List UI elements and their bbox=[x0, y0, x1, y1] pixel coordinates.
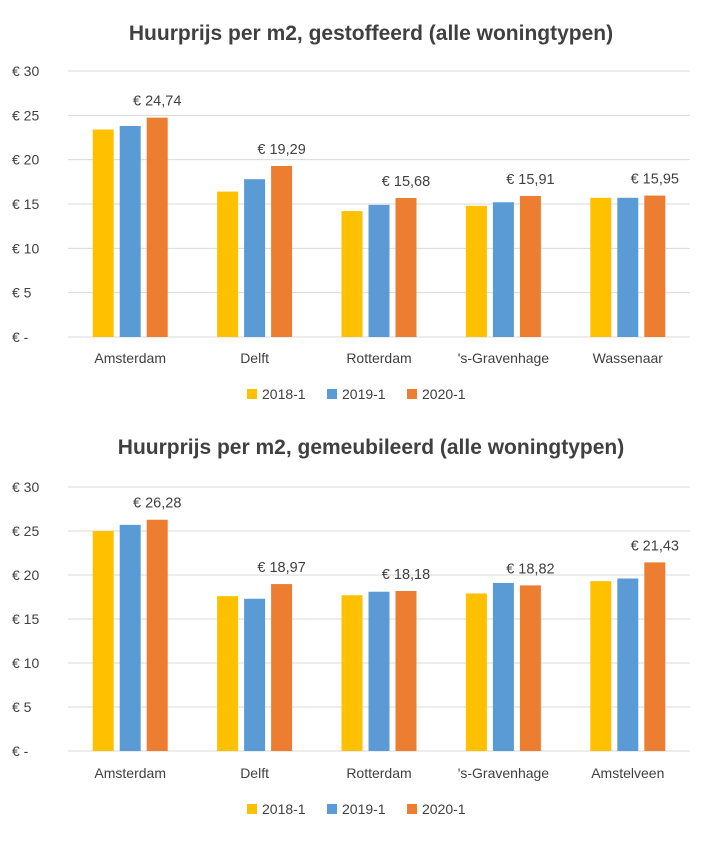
bar bbox=[492, 202, 514, 337]
chart-title: Huurprijs per m2, gemeubileerd (alle won… bbox=[118, 436, 624, 459]
y-tick-label: € 20 bbox=[12, 567, 39, 583]
data-label: € 24,74 bbox=[133, 94, 181, 110]
data-label: € 21,43 bbox=[631, 538, 679, 554]
category-label: 's-Gravenhage bbox=[458, 765, 550, 781]
bar bbox=[341, 211, 363, 337]
data-label: € 19,29 bbox=[257, 142, 305, 158]
bar bbox=[395, 591, 417, 751]
bar bbox=[146, 519, 168, 751]
chart-gemeubileerd: Huurprijs per m2, gemeubileerd (alle won… bbox=[12, 436, 690, 817]
bar bbox=[119, 125, 141, 338]
bar bbox=[271, 165, 293, 337]
category-label: Delft bbox=[240, 350, 269, 366]
legend-swatch bbox=[407, 804, 417, 814]
bar bbox=[244, 598, 266, 751]
bar bbox=[644, 562, 666, 751]
bar bbox=[244, 179, 266, 337]
y-tick-label: € 5 bbox=[12, 285, 32, 301]
bar bbox=[617, 197, 639, 337]
y-tick-label: € 15 bbox=[12, 196, 39, 212]
y-tick-label: € - bbox=[12, 329, 29, 345]
legend-label: 2018-1 bbox=[262, 801, 306, 817]
category-label: Amsterdam bbox=[94, 765, 166, 781]
bar bbox=[146, 117, 168, 337]
legend-swatch bbox=[407, 389, 417, 399]
category-label: Amsterdam bbox=[94, 350, 166, 366]
bar bbox=[217, 596, 239, 751]
y-tick-label: € 25 bbox=[12, 523, 39, 539]
legend-swatch bbox=[327, 804, 337, 814]
bar bbox=[644, 195, 666, 337]
data-label: € 15,68 bbox=[382, 174, 430, 190]
y-tick-label: € 5 bbox=[12, 699, 32, 715]
bar bbox=[368, 204, 390, 337]
y-tick-label: € 30 bbox=[12, 63, 39, 79]
category-label: Amstelveen bbox=[591, 765, 664, 781]
bar bbox=[465, 205, 487, 337]
category-label: Delft bbox=[240, 765, 269, 781]
legend-label: 2019-1 bbox=[342, 801, 386, 817]
bar bbox=[217, 191, 239, 337]
legend-swatch bbox=[327, 389, 337, 399]
chart-title: Huurprijs per m2, gestoffeerd (alle woni… bbox=[129, 22, 613, 45]
legend-label: 2018-1 bbox=[262, 386, 306, 402]
legend-swatch bbox=[247, 389, 257, 399]
category-label: Rotterdam bbox=[346, 350, 411, 366]
chart-gestoffeerd: Huurprijs per m2, gestoffeerd (alle woni… bbox=[12, 22, 690, 402]
bar bbox=[590, 581, 612, 751]
bar bbox=[519, 195, 541, 337]
legend-label: 2020-1 bbox=[422, 801, 466, 817]
bar bbox=[590, 197, 612, 337]
legend-label: 2020-1 bbox=[422, 386, 466, 402]
y-tick-label: € 30 bbox=[12, 479, 39, 495]
legend-swatch bbox=[247, 804, 257, 814]
bar bbox=[92, 129, 114, 337]
category-label: Rotterdam bbox=[346, 765, 411, 781]
bar bbox=[368, 591, 390, 751]
y-tick-label: € - bbox=[12, 743, 29, 759]
bar bbox=[341, 595, 363, 751]
bar bbox=[92, 531, 114, 751]
bar bbox=[395, 197, 417, 337]
y-tick-label: € 20 bbox=[12, 152, 39, 168]
y-tick-label: € 10 bbox=[12, 240, 39, 256]
data-label: € 18,97 bbox=[257, 560, 305, 576]
bar bbox=[271, 584, 293, 751]
bar bbox=[119, 524, 141, 751]
category-label: Wassenaar bbox=[593, 350, 664, 366]
data-label: € 15,91 bbox=[506, 172, 554, 188]
bar bbox=[519, 585, 541, 751]
y-tick-label: € 10 bbox=[12, 655, 39, 671]
bar bbox=[617, 578, 639, 751]
data-label: € 18,82 bbox=[506, 561, 554, 577]
category-label: 's-Gravenhage bbox=[458, 350, 550, 366]
y-tick-label: € 25 bbox=[12, 107, 39, 123]
y-tick-label: € 15 bbox=[12, 611, 39, 627]
data-label: € 26,28 bbox=[133, 496, 181, 512]
legend-label: 2019-1 bbox=[342, 386, 386, 402]
data-label: € 15,95 bbox=[631, 172, 679, 188]
bar bbox=[492, 582, 514, 751]
bar bbox=[465, 593, 487, 751]
data-label: € 18,18 bbox=[382, 567, 430, 583]
